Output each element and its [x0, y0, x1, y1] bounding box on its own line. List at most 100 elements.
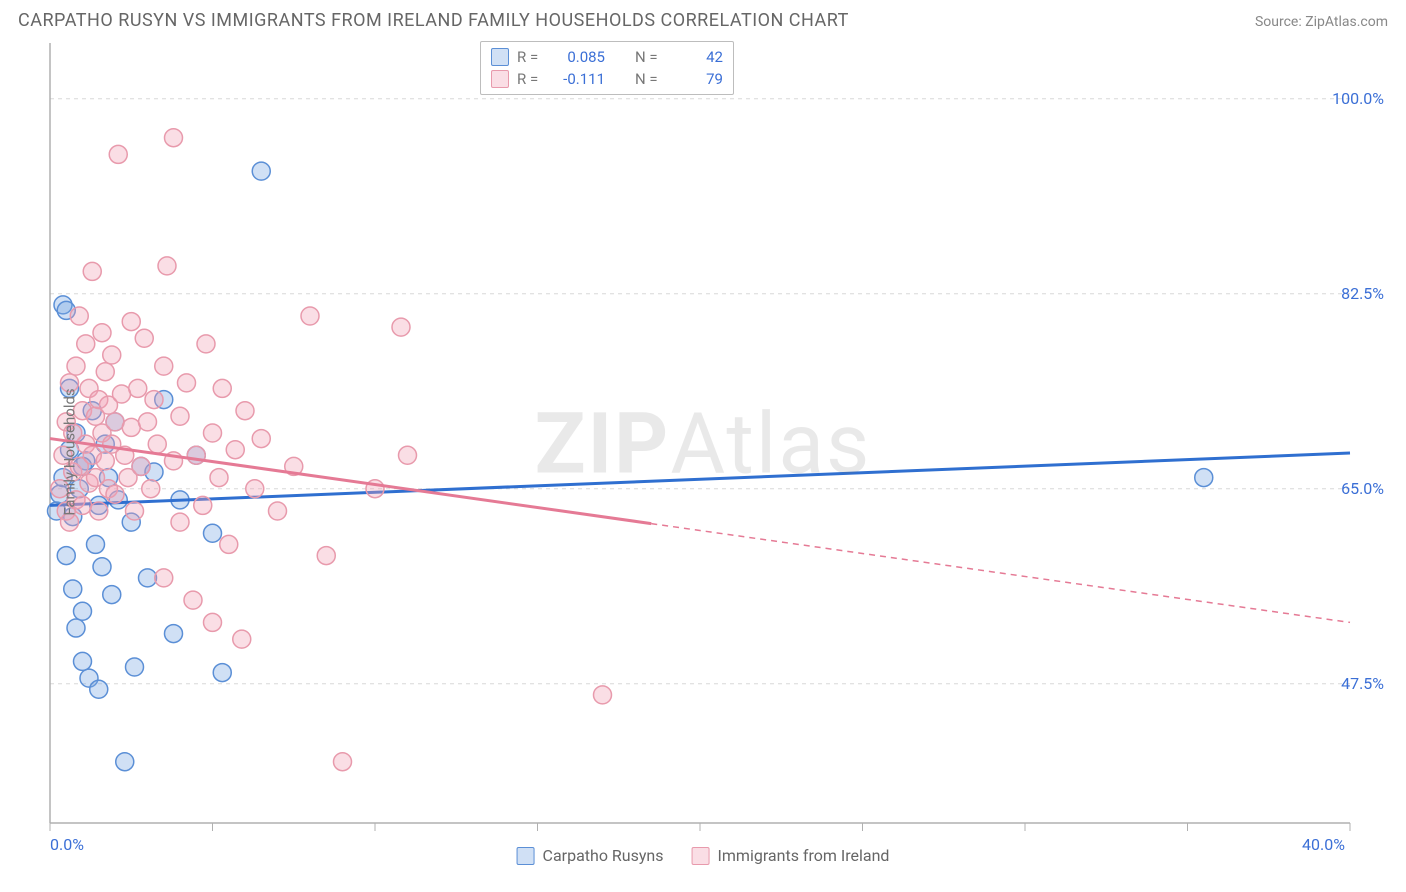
data-point	[122, 313, 140, 331]
data-point	[106, 413, 124, 431]
data-point	[317, 547, 335, 565]
series-legend-label: Carpatho Rusyns	[543, 846, 664, 865]
data-point	[197, 335, 215, 353]
data-point	[109, 145, 127, 163]
data-point	[87, 535, 105, 553]
data-point	[96, 452, 114, 470]
series-legend: Carpatho Rusyns Immigrants from Ireland	[517, 846, 890, 865]
data-point	[126, 502, 144, 520]
data-point	[64, 580, 82, 598]
data-point	[93, 324, 111, 342]
stat-r-label: R =	[517, 46, 547, 68]
data-point	[392, 318, 410, 336]
stat-n-value: 42	[673, 46, 723, 68]
data-point	[145, 391, 163, 409]
legend-swatch	[517, 847, 535, 865]
stat-n-label: N =	[635, 46, 665, 68]
stats-legend: R = 0.085 N = 42 R = -0.111 N = 79	[480, 41, 734, 95]
data-point	[213, 664, 231, 682]
stat-r-value: 0.085	[555, 46, 605, 68]
data-point	[171, 407, 189, 425]
data-point	[155, 357, 173, 375]
data-point	[96, 363, 114, 381]
legend-swatch	[692, 847, 710, 865]
stats-legend-row: R = -0.111 N = 79	[491, 68, 723, 90]
data-point	[155, 569, 173, 587]
data-point	[74, 652, 92, 670]
data-point	[252, 430, 270, 448]
data-point	[122, 418, 140, 436]
data-point	[142, 480, 160, 498]
x-tick-label: 40.0%	[1302, 835, 1345, 854]
data-point	[90, 502, 108, 520]
y-tick-label: 82.5%	[1341, 284, 1384, 303]
data-point	[70, 307, 88, 325]
data-point	[399, 446, 417, 464]
series-legend-item: Carpatho Rusyns	[517, 846, 664, 865]
data-point	[1195, 469, 1213, 487]
data-point	[77, 335, 95, 353]
chart-canvas	[0, 37, 1406, 867]
stats-legend-row: R = 0.085 N = 42	[491, 46, 723, 68]
data-point	[148, 435, 166, 453]
stat-n-value: 79	[673, 68, 723, 90]
legend-swatch	[491, 70, 509, 88]
data-point	[171, 513, 189, 531]
data-point	[158, 257, 176, 275]
data-point	[113, 385, 131, 403]
series-legend-label: Immigrants from Ireland	[718, 846, 890, 865]
data-point	[83, 262, 101, 280]
data-point	[165, 625, 183, 643]
data-point	[233, 630, 251, 648]
data-point	[116, 753, 134, 771]
data-point	[226, 441, 244, 459]
data-point	[184, 591, 202, 609]
data-point	[301, 307, 319, 325]
data-point	[236, 402, 254, 420]
data-point	[74, 602, 92, 620]
data-point	[129, 379, 147, 397]
data-point	[90, 680, 108, 698]
data-point	[57, 547, 75, 565]
data-point	[132, 457, 150, 475]
x-tick-label: 0.0%	[50, 835, 84, 854]
data-point	[204, 613, 222, 631]
trend-line-solid	[50, 453, 1350, 505]
data-point	[220, 535, 238, 553]
data-point	[334, 753, 352, 771]
data-point	[204, 524, 222, 542]
data-point	[139, 413, 157, 431]
data-point	[194, 496, 212, 514]
data-point	[67, 619, 85, 637]
series-ireland	[50, 129, 1350, 771]
trend-line-dashed	[651, 524, 1350, 623]
stat-r-value: -0.111	[555, 68, 605, 90]
data-point	[178, 374, 196, 392]
data-point	[126, 658, 144, 676]
data-point	[61, 513, 79, 531]
source-name: ZipAtlas.com	[1305, 14, 1388, 30]
y-tick-label: 47.5%	[1341, 674, 1384, 693]
stat-n-label: N =	[635, 68, 665, 90]
data-point	[246, 480, 264, 498]
data-point	[213, 379, 231, 397]
data-point	[103, 346, 121, 364]
y-axis-label: Family Households	[61, 388, 79, 515]
stat-r-label: R =	[517, 68, 547, 90]
data-point	[594, 686, 612, 704]
source-attribution: Source: ZipAtlas.com	[1255, 14, 1388, 30]
data-point	[93, 558, 111, 576]
data-point	[210, 469, 228, 487]
correlation-chart: Family Households ZIPAtlas R =0.085N =42…	[0, 37, 1406, 867]
data-point	[106, 485, 124, 503]
data-point	[139, 569, 157, 587]
data-point	[165, 129, 183, 147]
source-prefix: Source:	[1255, 14, 1305, 30]
legend-swatch	[491, 48, 509, 66]
data-point	[67, 357, 85, 375]
data-point	[252, 162, 270, 180]
y-tick-label: 65.0%	[1341, 479, 1384, 498]
data-point	[103, 586, 121, 604]
data-point	[135, 329, 153, 347]
y-tick-label: 100.0%	[1332, 89, 1384, 108]
